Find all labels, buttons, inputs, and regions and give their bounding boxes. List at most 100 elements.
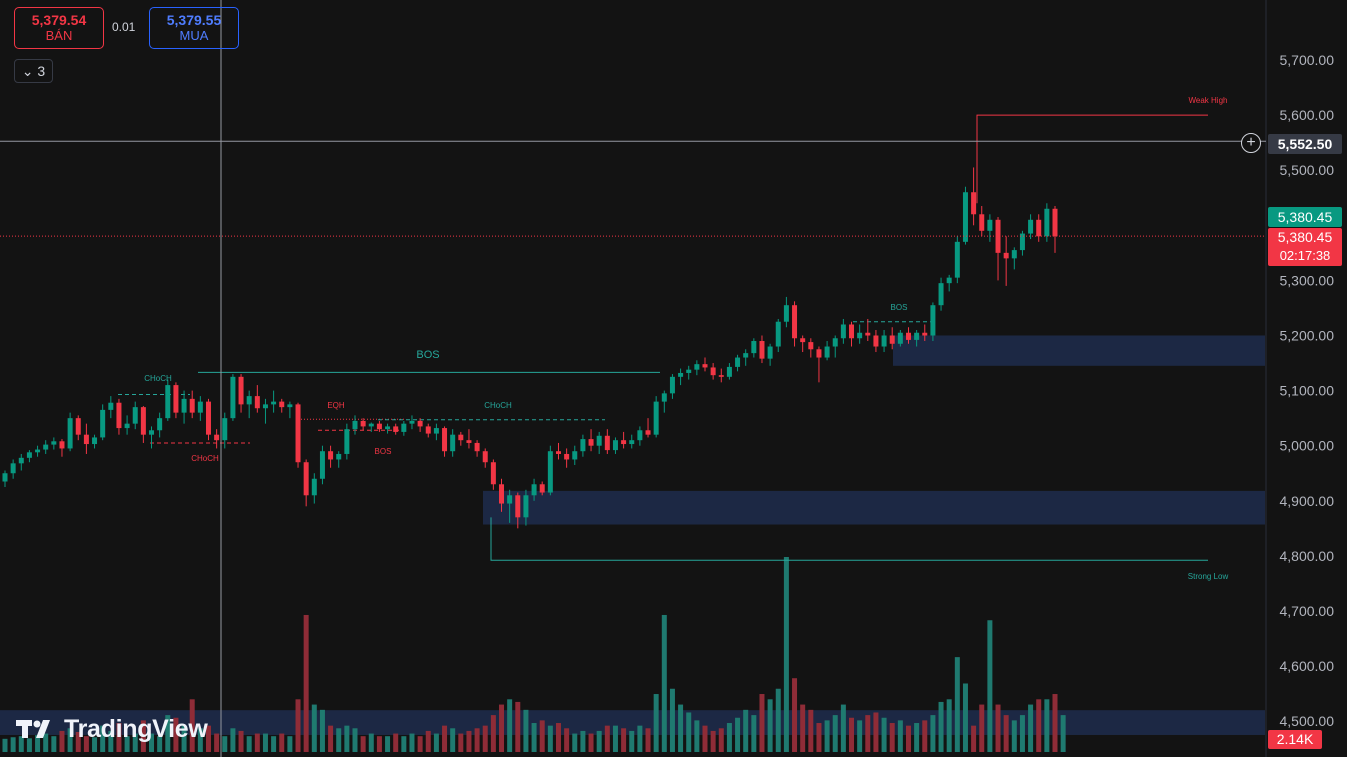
volume-bar — [271, 736, 277, 752]
spread-value: 0.01 — [112, 20, 136, 34]
price-tick: 5,000.00 — [1280, 438, 1335, 454]
volume-bar — [922, 720, 928, 752]
sell-button[interactable]: 5,379.54 BÁN — [14, 7, 104, 49]
candle-body — [1052, 208, 1058, 237]
strong-low-line — [490, 517, 1208, 561]
volume-bar — [547, 725, 553, 752]
candle-body — [450, 434, 456, 452]
candle-body — [694, 364, 700, 370]
bos-label: BOS — [416, 349, 439, 361]
add-alert-icon[interactable]: + — [1241, 133, 1261, 153]
volume-bar — [840, 704, 846, 752]
bos-label-red: BOS — [375, 447, 392, 456]
indicator-count: 3 — [37, 63, 46, 79]
candle-body — [547, 451, 553, 493]
candle-body — [328, 451, 334, 460]
volume-bar — [661, 614, 667, 752]
volume-bar — [564, 728, 570, 752]
candle-body — [165, 385, 171, 419]
candle-body — [75, 418, 81, 435]
candle-body — [83, 434, 89, 445]
candle-body — [751, 341, 757, 354]
candle-body — [254, 396, 260, 409]
volume-bar — [572, 733, 578, 752]
volume-bar — [938, 701, 944, 752]
volume-bar — [865, 715, 871, 752]
volume-bar — [43, 733, 49, 752]
candle-body — [222, 418, 228, 441]
candle-body — [726, 366, 732, 377]
candle-body — [51, 441, 57, 445]
indicators-collapse-button[interactable]: ⌄ 3 — [14, 59, 53, 83]
candle-body — [246, 396, 252, 405]
volume-bar — [230, 728, 236, 752]
volume-bar — [832, 715, 838, 752]
candle-body — [881, 335, 887, 347]
bos-label-right: BOS — [891, 303, 908, 312]
price-tick: 4,800.00 — [1280, 548, 1335, 564]
candle-body — [197, 401, 203, 413]
volume-bar — [352, 728, 358, 752]
buy-button[interactable]: 5,379.55 MUA — [149, 7, 239, 49]
candle-body — [140, 407, 146, 435]
candle-body — [482, 451, 488, 463]
candle-body — [531, 484, 537, 496]
buy-label: MUA — [179, 28, 209, 43]
volume-bar — [222, 736, 228, 752]
volume-bar — [254, 733, 260, 752]
candle-body — [523, 495, 529, 518]
volume-bar — [197, 728, 203, 752]
candle-body — [507, 495, 513, 504]
volume-bar — [612, 725, 618, 752]
volume-bar — [792, 678, 798, 752]
candle-body — [629, 440, 635, 445]
candle-body — [230, 376, 236, 419]
countdown: 02:17:38 — [1279, 248, 1331, 263]
candle-body — [946, 277, 952, 284]
candle-body — [604, 435, 610, 451]
volume-bar — [442, 725, 448, 752]
candle-body — [132, 407, 138, 424]
candle-body — [873, 335, 879, 347]
candle-body — [474, 442, 480, 452]
last-price-green: 5,380.45 — [1268, 207, 1342, 227]
volume-bar — [409, 733, 415, 752]
volume-bar — [425, 730, 431, 752]
choch-label-top: CHoCH — [144, 374, 172, 383]
volume-bar — [669, 688, 675, 752]
candle-body — [922, 332, 928, 336]
volume-bar — [914, 723, 920, 752]
candle-body — [303, 462, 309, 496]
volume-bar — [303, 614, 309, 752]
candle-body — [124, 423, 130, 429]
volume-label: 2.14K — [1268, 730, 1322, 749]
candle-body — [987, 219, 993, 231]
strong-low-label: Strong Low — [1188, 572, 1229, 581]
volume-bar — [393, 733, 399, 752]
candle-body — [409, 420, 415, 424]
price-tick: 4,600.00 — [1280, 658, 1335, 674]
volume-bar — [1060, 715, 1066, 752]
volume-bar — [962, 683, 968, 752]
volume-bar — [319, 709, 325, 752]
volume-bar — [458, 733, 464, 752]
volume-bar — [897, 720, 903, 752]
candle-body — [173, 385, 179, 413]
volume-bar — [1003, 715, 1009, 752]
candle-body — [669, 376, 675, 394]
volume-bar — [979, 704, 985, 752]
volume-bar — [735, 717, 741, 752]
candle-body — [515, 495, 521, 518]
volume-bar — [726, 723, 732, 752]
candle-body — [783, 305, 789, 322]
candle-body — [621, 440, 627, 445]
candle-body — [1003, 252, 1009, 259]
candle-body — [555, 451, 561, 454]
volume-bar — [507, 699, 513, 752]
candle-body — [499, 484, 505, 504]
candle-body — [686, 369, 692, 373]
candle-body — [889, 335, 895, 344]
buy-price: 5,379.55 — [166, 12, 222, 28]
volume-bar — [75, 731, 81, 752]
